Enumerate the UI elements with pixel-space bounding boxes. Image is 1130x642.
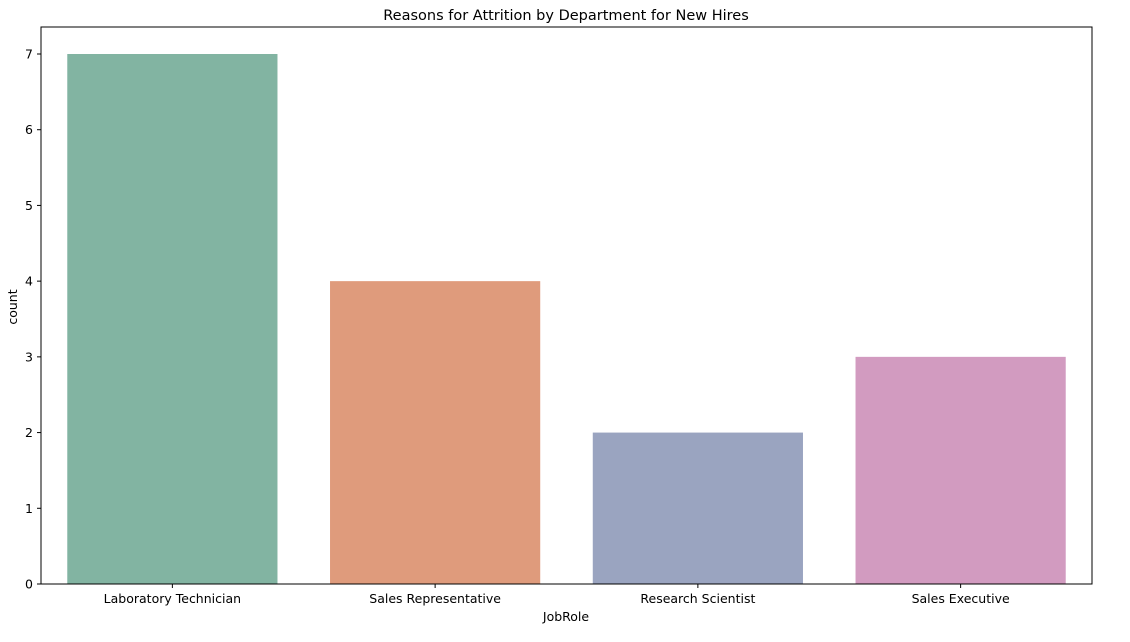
- y-tick-label: 5: [25, 198, 33, 213]
- y-tick-label: 3: [25, 349, 33, 364]
- x-tick-label: Sales Executive: [912, 591, 1010, 606]
- x-axis-label: JobRole: [542, 609, 590, 624]
- y-tick-label: 7: [25, 47, 33, 62]
- bar-sales-executive: [855, 356, 1066, 584]
- bar-research-scientist: [592, 432, 803, 584]
- bar-sales-representative: [330, 281, 541, 584]
- plot-frame: [40, 26, 1093, 585]
- y-axis-ticks: 0 1 2 3 4 5 6 7: [25, 47, 41, 592]
- x-tick-label: Sales Representative: [369, 591, 501, 606]
- x-axis-ticks: Laboratory Technician Sales Representativ…: [104, 584, 1010, 606]
- y-tick-label: 2: [25, 425, 33, 440]
- y-axis-label: count: [5, 289, 20, 324]
- x-tick-label: Research Scientist: [640, 591, 755, 606]
- chart-title: Reasons for Attrition by Department for …: [383, 8, 749, 24]
- bars-layer: [67, 54, 1066, 584]
- y-tick-label: 4: [25, 274, 33, 289]
- y-tick-label: 0: [25, 577, 33, 592]
- y-tick-label: 6: [25, 122, 33, 137]
- bar-laboratory-technician: [67, 54, 278, 584]
- x-tick-label: Laboratory Technician: [104, 591, 241, 606]
- y-tick-label: 1: [25, 501, 33, 516]
